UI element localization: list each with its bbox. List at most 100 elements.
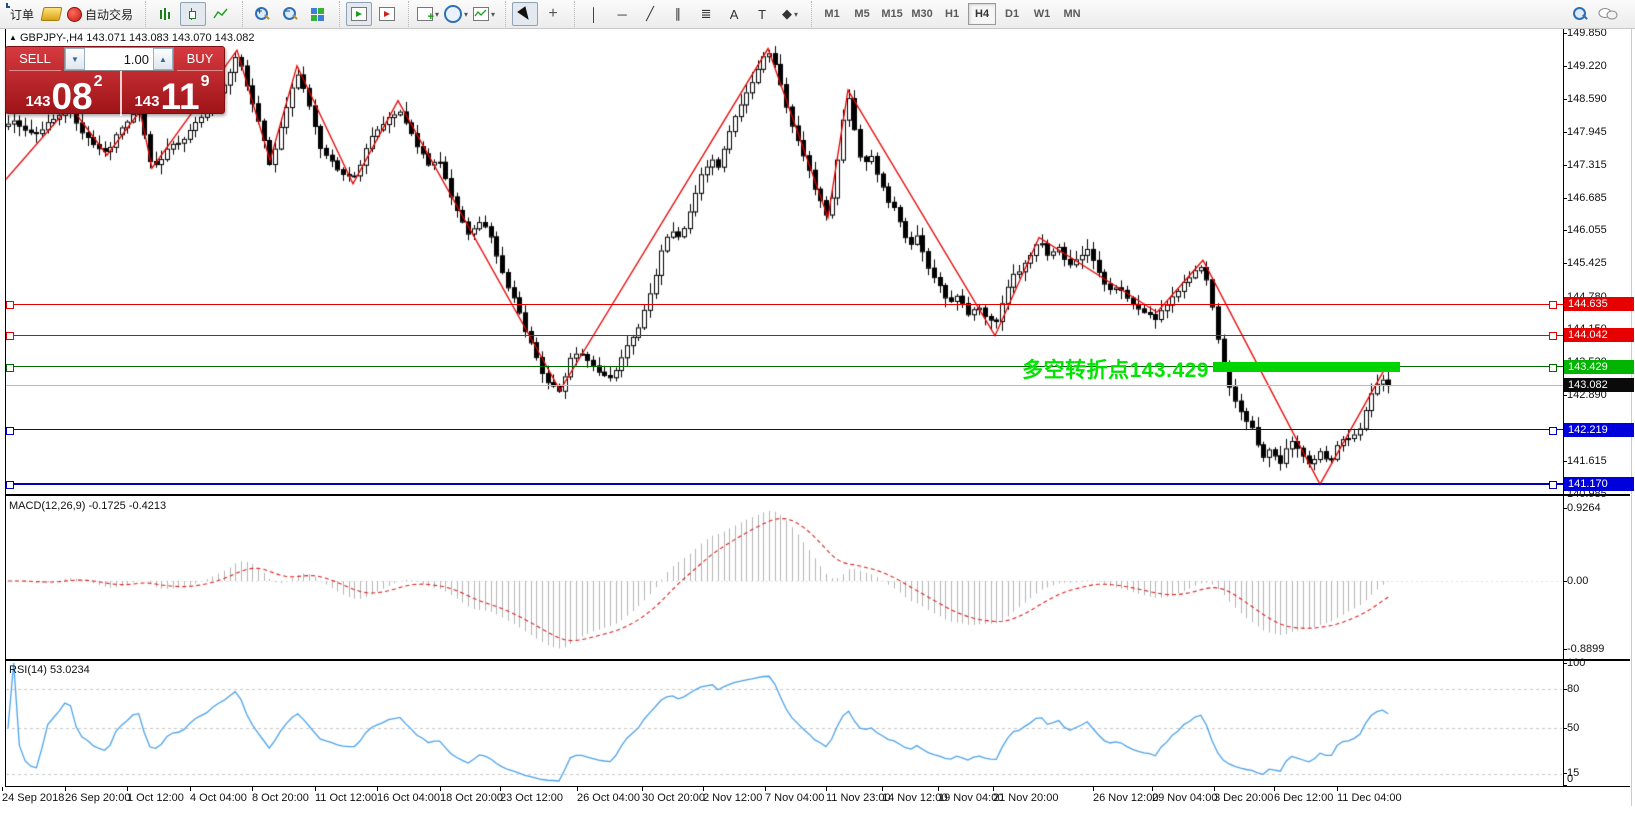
rsi-title: RSI(14) 53.0234: [9, 664, 90, 676]
sell-price-point: 2: [93, 73, 103, 90]
new-order-button[interactable]: [38, 2, 64, 26]
time-axis-label[interactable]: 1 Oct 12:00: [127, 792, 184, 804]
time-axis-label[interactable]: 29 Nov 04:00: [1152, 792, 1218, 804]
templates-button[interactable]: ▾: [471, 2, 497, 26]
time-axis-label[interactable]: 3 Dec 20:00: [1214, 792, 1274, 804]
horizontal-line-button[interactable]: ─: [609, 2, 635, 26]
timeframe-button-m5[interactable]: M5: [854, 8, 870, 20]
time-axis-label[interactable]: 11 Nov 23:00: [826, 792, 891, 804]
time-axis-label[interactable]: 7 Nov 04:00: [765, 792, 825, 804]
sell-button[interactable]: SELL: [9, 48, 61, 71]
autotrading-button[interactable]: 自动交易: [66, 2, 137, 26]
timeframe-button-mn[interactable]: MN: [1063, 8, 1081, 20]
buy-price[interactable]: 143 11 9: [122, 71, 222, 116]
timeframe-button-w1[interactable]: W1: [1033, 8, 1051, 20]
line-handle-right-144.042[interactable]: [1549, 332, 1557, 340]
toolbar-group-drawing: │ ─ ╱ ∥ ≣ A T ◆ ▾: [574, 1, 809, 27]
sell-price-pips: 08: [51, 75, 93, 117]
timeframe-button-d1[interactable]: D1: [1005, 8, 1020, 20]
timeframe-button-m1[interactable]: M1: [824, 8, 840, 20]
horizontal-line-144.042[interactable]: [6, 335, 1563, 336]
buy-button[interactable]: BUY: [177, 48, 223, 71]
candlestick-chart-button[interactable]: [180, 2, 207, 26]
time-axis-label[interactable]: 21 Nov 20:00: [993, 792, 1059, 804]
equidistant-channel-icon: ∥: [674, 6, 682, 21]
volume-increase-button[interactable]: ▲: [153, 48, 173, 70]
time-axis-label[interactable]: 26 Nov 12:00: [1093, 792, 1159, 804]
horizontal-line-142.219[interactable]: [6, 429, 1563, 430]
toolbar-group-cursor: +: [505, 1, 572, 27]
trendline-button[interactable]: ╱: [637, 2, 663, 26]
volume-stepper: ▼ 1.00 ▲: [64, 47, 174, 71]
time-axis-label[interactable]: 2 Nov 12:00: [703, 792, 763, 804]
line-handle-right-143.429[interactable]: [1549, 364, 1557, 372]
line-handle-right-141.17[interactable]: [1549, 481, 1557, 489]
vertical-line-button[interactable]: │: [581, 2, 607, 26]
zoom-out-button[interactable]: −: [277, 2, 303, 26]
line-handle-left-144.635[interactable]: [6, 301, 14, 309]
time-axis-label[interactable]: 26 Oct 04:00: [577, 792, 640, 804]
tile-windows-button[interactable]: [305, 2, 331, 26]
time-axis-label[interactable]: 11 Oct 12:00: [315, 792, 378, 804]
search-button[interactable]: [1567, 2, 1593, 26]
timeframe-button-h1[interactable]: H1: [945, 8, 960, 20]
sell-price[interactable]: 143 08 2: [8, 71, 122, 116]
line-handle-right-142.219[interactable]: [1549, 427, 1557, 435]
line-handle-left-143.429[interactable]: [6, 364, 14, 372]
horizontal-line-143.429[interactable]: [6, 366, 1563, 367]
timeframe-button-h4[interactable]: H4: [968, 3, 997, 25]
volume-value[interactable]: 1.00: [123, 51, 149, 67]
bar-chart-button[interactable]: [152, 2, 178, 26]
chart-shift-button[interactable]: [374, 2, 400, 26]
time-axis-label[interactable]: 18 Oct 20:00: [440, 792, 503, 804]
line-handle-right-144.635[interactable]: [1549, 301, 1557, 309]
symbol-header: ▲ GBPJPY-,H4 143.071 143.083 143.070 143…: [9, 32, 254, 44]
crosshair-button[interactable]: +: [540, 2, 566, 26]
time-axis-label[interactable]: 11 Dec 04:00: [1337, 792, 1402, 804]
time-axis-label[interactable]: 24 Sep 2018: [2, 792, 65, 804]
line-handle-left-141.17[interactable]: [6, 481, 14, 489]
time-axis-label[interactable]: 30 Oct 20:00: [642, 792, 705, 804]
line-handle-left-144.042[interactable]: [6, 332, 14, 340]
time-axis-label[interactable]: 19 Nov 04:00: [938, 792, 1004, 804]
cursor-button[interactable]: [512, 2, 539, 26]
buy-price-point: 9: [200, 73, 210, 90]
time-axis-label[interactable]: 8 Oct 20:00: [252, 792, 309, 804]
indicators-button[interactable]: + ▾: [415, 2, 441, 26]
zoom-in-button[interactable]: +: [249, 2, 275, 26]
time-axis-label[interactable]: 6 Dec 12:00: [1274, 792, 1334, 804]
auto-scroll-button[interactable]: [346, 2, 373, 26]
order-label[interactable]: 订单: [10, 7, 35, 22]
equidistant-channel-button[interactable]: ∥: [665, 2, 691, 26]
current-price-line: [6, 385, 1563, 386]
crosshair-icon: +: [548, 5, 558, 22]
collapse-panel-icon[interactable]: ▲: [9, 33, 17, 42]
horizontal-line-144.635[interactable]: [6, 304, 1563, 305]
fibonacci-icon: ≣: [700, 6, 712, 21]
toolbar-group-zoom: + −: [242, 1, 337, 27]
time-axis-label[interactable]: 14 Nov 12:00: [882, 792, 948, 804]
time-axis-label[interactable]: 26 Sep 20:00: [65, 792, 131, 804]
timeframe-button-m15[interactable]: M15: [881, 8, 903, 20]
timeframe-button-m30[interactable]: M30: [911, 8, 933, 20]
horizontal-line-141.17[interactable]: [6, 483, 1563, 485]
arrows-button[interactable]: ◆ ▾: [782, 6, 799, 21]
time-axis-label[interactable]: 16 Oct 04:00: [377, 792, 440, 804]
line-chart-button[interactable]: [208, 2, 234, 26]
periods-button[interactable]: ▾: [6, 2, 469, 26]
time-axis-label[interactable]: 23 Oct 12:00: [500, 792, 563, 804]
highlight-bar[interactable]: [1213, 362, 1400, 372]
chat-button[interactable]: [1595, 2, 1621, 26]
text-label-button[interactable]: T: [749, 2, 775, 26]
quote-panel-row: SELL ▼ 1.00 ▲ BUY: [6, 47, 224, 71]
clock-icon: [6, 3, 463, 23]
text-button[interactable]: A: [721, 2, 747, 26]
fibonacci-button[interactable]: ≣: [693, 2, 719, 26]
line-handle-left-142.219[interactable]: [6, 427, 14, 435]
time-axis-label[interactable]: 4 Oct 04:00: [190, 792, 247, 804]
text-label-icon: T: [758, 6, 767, 22]
volume-decrease-button[interactable]: ▼: [65, 48, 85, 70]
chart-shift-icon: [379, 7, 396, 21]
